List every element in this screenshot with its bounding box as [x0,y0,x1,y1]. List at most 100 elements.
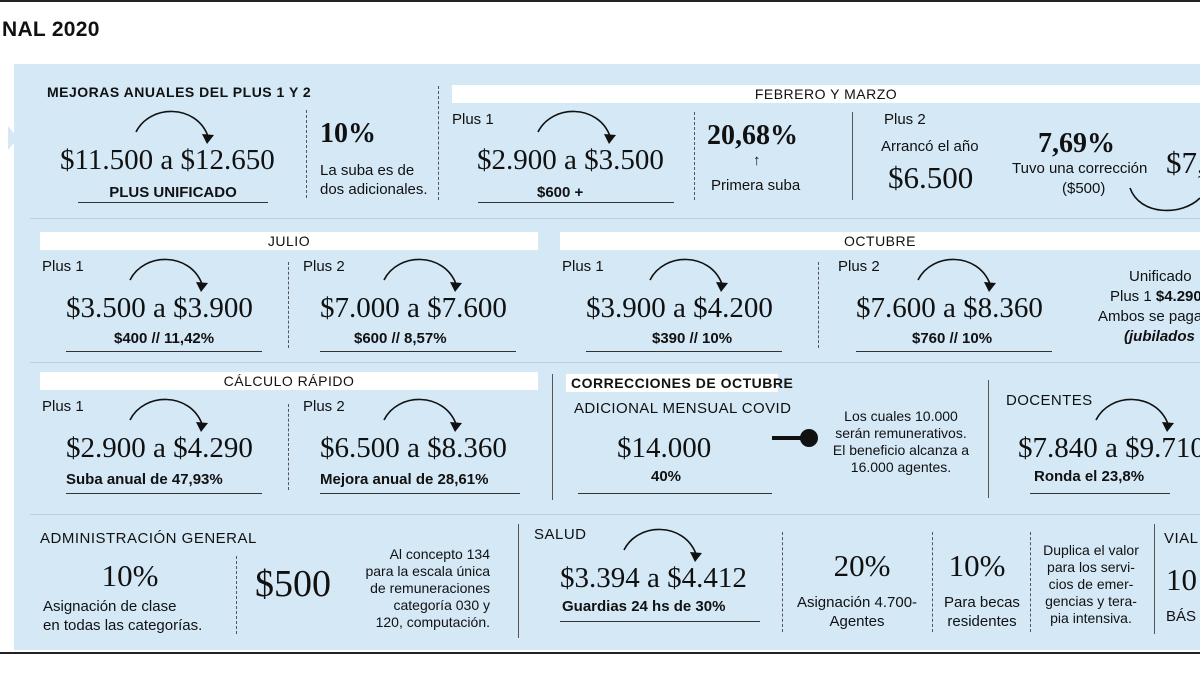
julio-p1-underline [66,338,262,352]
salud-a-line1: Asignación 4.700- [796,594,918,611]
docentes-note: Ronda el 23,8% [1034,468,1145,485]
salud-c-line4: gencias y tera- [1045,593,1137,609]
salud-c-line3: cios de emer- [1048,576,1134,592]
calc-p1-range: $2.900 a $4.290 [66,432,253,464]
increase-arrow-icon [129,258,208,292]
feb-corr-pct: 7,69% [1038,128,1115,159]
correcciones-side-line1: Los cuales 10.000 [844,408,958,424]
correcciones-header: CORRECCIONES DE OCTUBRE [566,374,793,392]
calc-p2-note: Mejora anual de 28,61% [320,471,489,488]
admin-header: ADMINISTRACIÓN GENERAL [40,530,257,547]
salud-underline [560,608,760,622]
oct-p1-range: $3.900 a $4.200 [586,292,773,324]
salud-b-pct: 10% [948,548,1006,583]
calc-p1-underline [66,480,262,494]
mejoras-range: $11.500 a $12.650 [60,144,275,176]
docentes-header: DOCENTES [1006,392,1093,409]
calc-p1-note: Suba anual de 47,93% [66,471,223,488]
pointer-line [772,436,812,440]
feb-cut-value: $7, [1166,145,1200,180]
feb-plus2-label: Plus 2 [884,111,926,128]
salud-c-line5: pia intensiva. [1050,610,1132,626]
feb-plus1-range: $2.900 a $3.500 [477,144,664,176]
calc-p2-underline [320,480,520,494]
oct-p2-label: Plus 2 [838,258,880,275]
correcciones-underline [578,480,772,494]
oct-side-line2: Plus 1 $4.290 [1110,288,1200,305]
calc-p1-label: Plus 1 [42,398,84,415]
salud-a-pct: 20% [833,548,891,583]
julio-p2-underline [320,338,516,352]
diez-pct: 10% [320,118,376,149]
julio-p2-range: $7.000 a $7.600 [320,292,507,324]
feb-plus1-label: Plus 1 [452,111,494,128]
feb-corr-line1: Tuvo una corrección [1012,160,1148,177]
calc-p2-label: Plus 2 [303,398,345,415]
page-title: NAL 2020 [2,18,100,41]
divider [438,86,439,200]
pointer-dot [800,429,818,447]
divider [306,110,307,198]
salud-b-line1: Para becas [944,594,1020,611]
salud-header: SALUD [534,526,587,543]
panel-notch [8,126,18,150]
increase-arrow-icon [537,110,616,144]
feb-plus1-note: $600 + [537,184,584,201]
divider [1154,524,1155,634]
admin-concept2: para la escala única [365,563,490,579]
calculo-header: CÁLCULO RÁPIDO [40,372,538,390]
oct-p1-note: $390 // 10% [652,330,733,347]
divider [288,262,289,348]
divider [782,532,783,632]
up-arrow-icon: ↑ [753,152,761,169]
admin-line2: en todas las categorías. [43,617,203,634]
increase-arrow-icon [383,258,462,292]
admin-line1: Asignación de clase [43,598,177,615]
diez-line1: La suba es de [320,162,415,179]
divider [236,556,237,634]
oct-p1-underline [586,338,782,352]
infographic-panel [14,64,1200,650]
feb-plus2-line: Arrancó el año [881,138,979,155]
docentes-underline [1030,480,1170,494]
correcciones-subheader: ADICIONAL MENSUAL COVID [574,400,792,417]
increase-arrow-icon [1095,398,1174,432]
salud-b-line2: residentes [947,613,1017,630]
feb-plus2-value: $6.500 [888,160,974,195]
increase-arrow-icon [1129,187,1200,212]
divider [288,404,289,490]
oct-p2-range: $7.600 a $8.360 [856,292,1043,324]
julio-p2-note: $600 // 8,57% [354,330,447,347]
mejoras-note: PLUS UNIFICADO [109,184,237,201]
admin-concept1: Al concepto 134 [389,546,490,562]
admin-concept4: categoría 030 y [393,597,490,613]
divider [1030,532,1031,632]
increase-arrow-icon [917,258,996,292]
feb-first-label: Primera suba [711,177,801,194]
mejoras-underline [78,189,268,203]
admin-concept3: de remuneraciones [370,580,490,596]
julio-p1-label: Plus 1 [42,258,84,275]
vial-pct: 10 [1166,562,1197,597]
julio-p2-label: Plus 2 [303,258,345,275]
feb-first-pct: 20,68% [707,120,798,151]
admin-pct: 10% [101,558,159,593]
divider [552,374,553,500]
divider [852,112,853,200]
oct-side-line4: (jubilados [1124,328,1195,345]
row-separator [30,514,1200,515]
oct-p2-note: $760 // 10% [912,330,993,347]
salud-a-line2: Agentes [829,613,885,630]
row-separator [30,218,1200,219]
oct-p1-label: Plus 1 [562,258,604,275]
row-separator [30,362,1200,363]
vial-header: VIAL [1164,530,1199,547]
increase-arrow-icon [129,398,208,432]
correcciones-note: 40% [651,468,682,485]
divider [932,532,933,632]
increase-arrow-icon [383,398,462,432]
top-rule [0,0,1200,2]
admin-concept5: 120, computación. [375,614,490,630]
salud-c-line1: Duplica el valor [1043,542,1139,558]
salud-note: Guardias 24 hs de 30% [562,598,726,615]
